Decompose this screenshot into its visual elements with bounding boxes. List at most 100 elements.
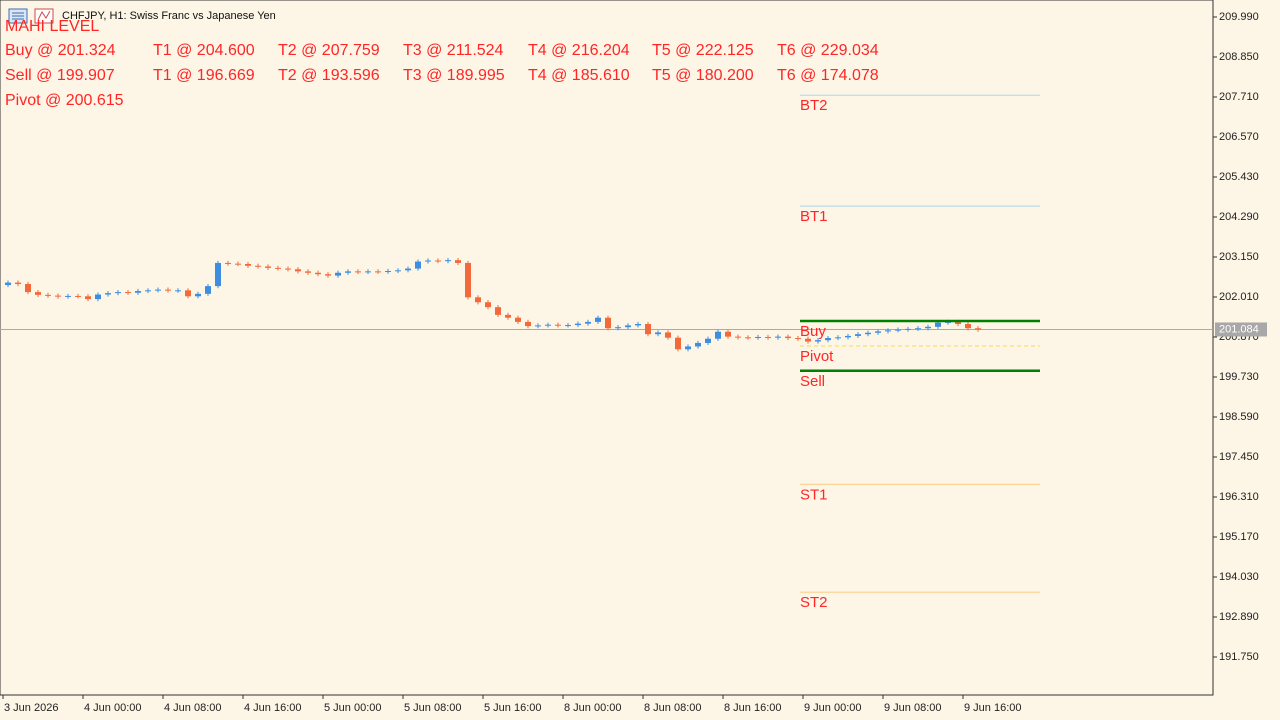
last-price-label: 201.084 bbox=[1219, 323, 1259, 335]
x-tick-label: 9 Jun 00:00 bbox=[804, 702, 862, 714]
candle-body bbox=[255, 265, 261, 267]
candle-body bbox=[585, 321, 591, 324]
candle-body bbox=[125, 292, 131, 294]
last-price-tag bbox=[1215, 322, 1267, 337]
level-text: T3 @ 189.995 bbox=[403, 67, 505, 84]
level-line-label: BT2 bbox=[800, 97, 828, 114]
candle-body bbox=[235, 263, 241, 265]
candle-body bbox=[735, 336, 741, 338]
candle-body bbox=[885, 330, 891, 332]
level-text: Sell @ 199.907 bbox=[5, 67, 115, 84]
candle-body bbox=[265, 266, 271, 268]
x-tick-label: 5 Jun 16:00 bbox=[484, 702, 542, 714]
candle-body bbox=[525, 321, 531, 327]
candle-body bbox=[865, 332, 871, 335]
level-text: T5 @ 180.200 bbox=[652, 67, 754, 84]
candle-body bbox=[745, 337, 751, 339]
candle-body bbox=[725, 331, 731, 337]
candle-body bbox=[755, 336, 761, 338]
candle-body bbox=[395, 270, 401, 272]
candle-body bbox=[135, 291, 141, 293]
level-text: T6 @ 229.034 bbox=[777, 42, 879, 59]
candle-body bbox=[315, 272, 321, 275]
plot-frame bbox=[0, 0, 1214, 696]
candle-body bbox=[215, 262, 221, 287]
candle-body bbox=[705, 338, 711, 343]
candle-body bbox=[575, 323, 581, 326]
candle-body bbox=[875, 331, 881, 333]
level-line-label: BT1 bbox=[800, 208, 828, 225]
level-text: T4 @ 185.610 bbox=[528, 67, 630, 84]
candle-body bbox=[75, 295, 81, 297]
level-line-label: Pivot bbox=[800, 348, 834, 365]
candle-body bbox=[345, 271, 351, 273]
candle-body bbox=[115, 292, 121, 294]
candle-body bbox=[595, 317, 601, 322]
candle-body bbox=[25, 284, 31, 293]
level-text: T1 @ 196.669 bbox=[153, 67, 255, 84]
y-tick-label: 191.750 bbox=[1219, 651, 1259, 663]
candle-body bbox=[405, 268, 411, 271]
candle-body bbox=[785, 336, 791, 339]
candle-body bbox=[815, 340, 821, 342]
x-tick-label: 5 Jun 00:00 bbox=[324, 702, 382, 714]
candle-body bbox=[475, 297, 481, 303]
candle-body bbox=[665, 332, 671, 338]
candle-body bbox=[545, 324, 551, 326]
candle-body bbox=[915, 328, 921, 330]
y-tick-label: 209.990 bbox=[1219, 11, 1259, 23]
level-text: T3 @ 211.524 bbox=[403, 42, 504, 59]
indicator-name: MAHI LEVEL bbox=[5, 18, 99, 35]
candle-body bbox=[625, 325, 631, 328]
x-tick-label: 4 Jun 08:00 bbox=[164, 702, 222, 714]
candle-body bbox=[835, 337, 841, 339]
candle-body bbox=[35, 292, 41, 295]
candle-body bbox=[485, 302, 491, 308]
x-tick-label: 5 Jun 08:00 bbox=[404, 702, 462, 714]
level-text: T2 @ 207.759 bbox=[278, 42, 380, 59]
level-line-label: ST2 bbox=[800, 594, 828, 611]
candle-body bbox=[555, 324, 561, 326]
candle-body bbox=[325, 274, 331, 276]
y-tick-label: 198.590 bbox=[1219, 411, 1259, 423]
candle-body bbox=[855, 334, 861, 336]
candle-body bbox=[605, 317, 611, 329]
candle-body bbox=[655, 332, 661, 335]
candle-body bbox=[795, 338, 801, 340]
candle-body bbox=[895, 329, 901, 331]
candle-body bbox=[445, 260, 451, 262]
level-line-label: ST1 bbox=[800, 486, 828, 503]
level-text: T1 @ 204.600 bbox=[153, 42, 255, 59]
candle-body bbox=[15, 282, 21, 285]
level-text: T2 @ 193.596 bbox=[278, 67, 380, 84]
candle-body bbox=[365, 271, 371, 273]
y-tick-label: 196.310 bbox=[1219, 491, 1259, 503]
level-line-label: Buy bbox=[800, 323, 826, 340]
y-tick-label: 206.570 bbox=[1219, 131, 1259, 143]
candle-body bbox=[355, 271, 361, 273]
y-tick-label: 202.010 bbox=[1219, 291, 1259, 303]
candle-body bbox=[905, 328, 911, 330]
candle-body bbox=[435, 260, 441, 262]
candle-body bbox=[285, 268, 291, 270]
candle-body bbox=[535, 325, 541, 327]
x-tick-label: 9 Jun 08:00 bbox=[884, 702, 942, 714]
x-tick-label: 8 Jun 00:00 bbox=[564, 702, 622, 714]
x-tick-label: 4 Jun 00:00 bbox=[84, 702, 142, 714]
candle-body bbox=[955, 321, 961, 325]
y-tick-label: 205.430 bbox=[1219, 171, 1259, 183]
candle-body bbox=[675, 337, 681, 350]
y-tick-label: 208.850 bbox=[1219, 51, 1259, 63]
level-line-label: Sell bbox=[800, 373, 825, 390]
candle-body bbox=[375, 271, 381, 273]
y-tick-label: 195.170 bbox=[1219, 531, 1259, 543]
candle-body bbox=[715, 331, 721, 339]
y-tick-label: 192.890 bbox=[1219, 611, 1259, 623]
candle-body bbox=[825, 338, 831, 341]
candle-body bbox=[465, 262, 471, 298]
candle-body bbox=[975, 328, 981, 330]
candle-body bbox=[495, 307, 501, 315]
y-tick-label: 203.150 bbox=[1219, 251, 1259, 263]
level-text: Buy @ 201.324 bbox=[5, 42, 116, 59]
